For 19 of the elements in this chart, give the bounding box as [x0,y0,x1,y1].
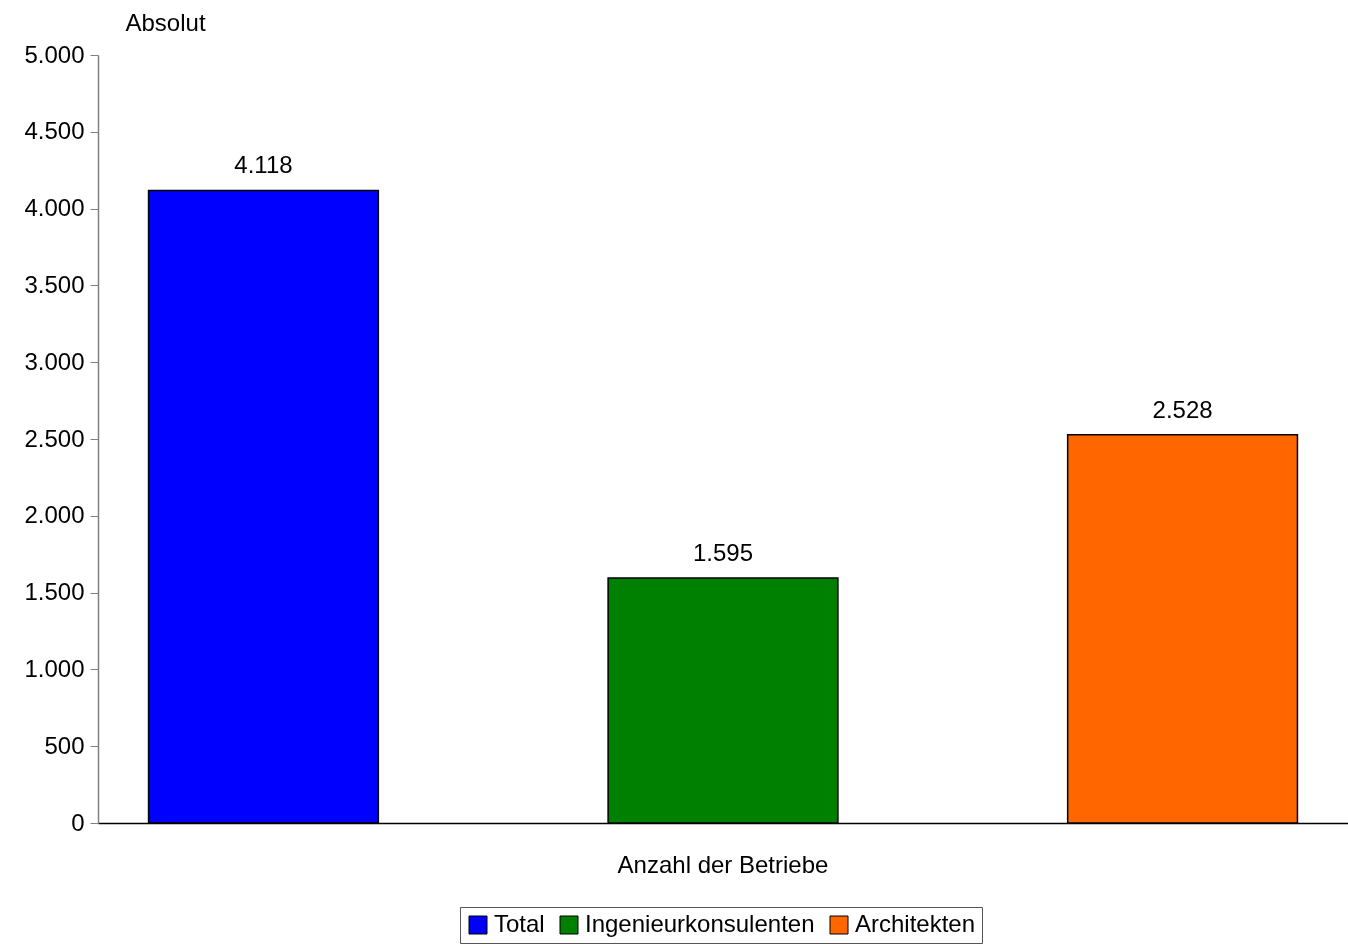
y-tick-label: 3.500 [24,270,85,298]
data-label: 1.595 [692,539,754,567]
legend-label: Total [494,910,545,937]
legend-label: Ingenieurkonsulenten [585,910,815,937]
y-tick-label: 1.000 [24,654,85,682]
y-tick-label: 4.000 [24,194,85,222]
y-tick-label: 2.500 [24,424,85,452]
y-tick-label: 5.000 [24,40,85,68]
y-axis-title: Absolut [125,8,206,36]
y-tick-label: 4.500 [24,117,85,145]
data-label: 4.118 [234,151,293,179]
y-tick-label: 500 [44,731,85,759]
y-tick-label: 1.500 [24,578,85,606]
y-tick-label: 0 [71,808,85,836]
legend-label: Architekten [855,910,976,937]
x-tick-label: Anzahl der Betriebe [617,850,829,878]
data-label: 2.528 [1152,395,1213,423]
y-tick-label: 3.000 [24,347,85,375]
y-tick-label: 2.000 [24,501,85,529]
